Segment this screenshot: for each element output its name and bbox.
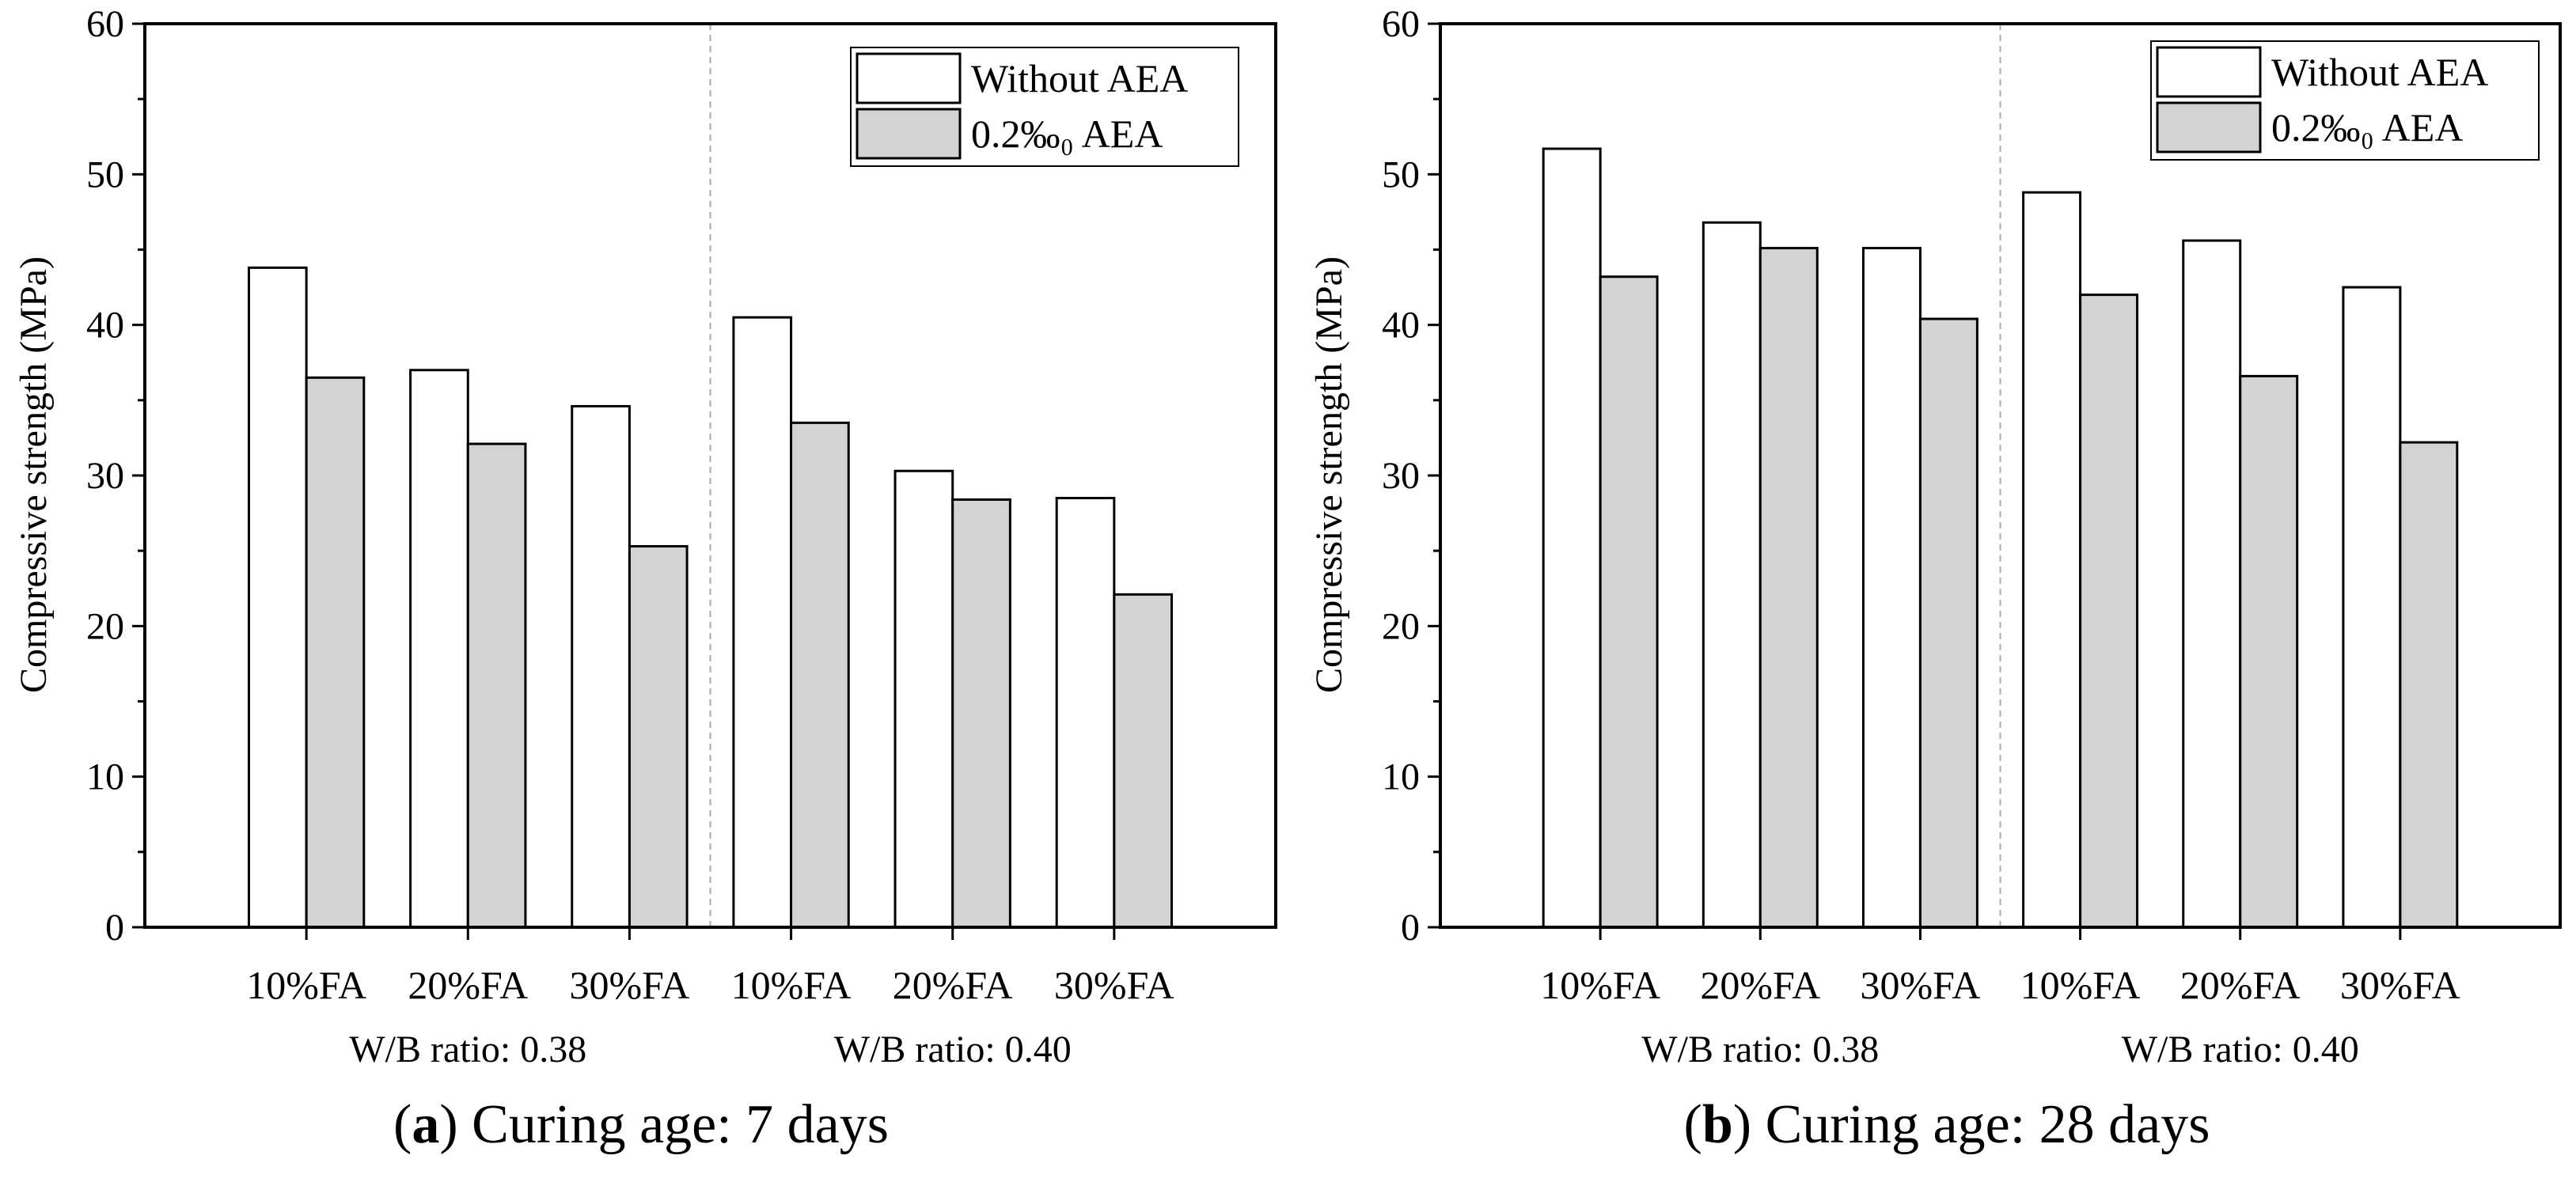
x-tick-label: 20%FA bbox=[893, 963, 1013, 1007]
y-axis-label: Compressive strength (MPa) bbox=[13, 256, 55, 693]
bar-with-aea-3 bbox=[628, 544, 689, 929]
x-tick-label: 30%FA bbox=[1860, 963, 1980, 1007]
chart-panel-b: Compressive strength (MPa) (b) Curing ag… bbox=[1308, 3, 2562, 1155]
panel-caption: (a) Curing age: 7 days bbox=[393, 1094, 889, 1155]
y-tick-label: 50 bbox=[86, 153, 124, 195]
caption-rest: ) Curing age: 28 days bbox=[1733, 1094, 2210, 1155]
plot-frame bbox=[143, 22, 1277, 929]
group-label: W/B ratio: 0.38 bbox=[349, 1029, 586, 1070]
bar-without-aea-4 bbox=[732, 316, 793, 929]
bar-with-aea-4 bbox=[790, 421, 850, 929]
y-tick-label: 40 bbox=[1382, 305, 1420, 347]
y-tick-label: 50 bbox=[1382, 153, 1420, 195]
bar-with-aea-6 bbox=[1113, 593, 1174, 929]
x-tick-label: 10%FA bbox=[1540, 963, 1660, 1007]
y-axis-label: Compressive strength (MPa) bbox=[1308, 256, 1350, 693]
x-tick-label: 30%FA bbox=[569, 963, 689, 1007]
bar-without-aea-6 bbox=[2342, 286, 2402, 929]
bar-with-aea-2 bbox=[1758, 247, 1819, 929]
x-tick-label: 10%FA bbox=[2020, 963, 2141, 1007]
bar-with-aea-6 bbox=[2399, 441, 2459, 929]
y-tick-label: 0 bbox=[105, 907, 124, 949]
bar-with-aea-5 bbox=[951, 498, 1011, 929]
bar-without-aea-5 bbox=[2182, 239, 2242, 929]
y-tick-label: 30 bbox=[86, 455, 124, 497]
bar-with-aea-5 bbox=[2239, 374, 2299, 929]
legend-swatch-with-aea bbox=[2156, 101, 2262, 153]
legend-swatch-without-aea bbox=[856, 52, 962, 104]
y-tick-label: 0 bbox=[1401, 907, 1420, 949]
bar-without-aea-1 bbox=[247, 266, 308, 929]
bar-with-aea-1 bbox=[1599, 275, 1659, 929]
x-tick-label: 20%FA bbox=[1700, 963, 1820, 1007]
y-tick-label: 10 bbox=[1382, 756, 1420, 798]
y-tick-label: 20 bbox=[1382, 605, 1420, 647]
legend-label-without-aea: Without AEA bbox=[971, 56, 1188, 100]
caption-rest: ) Curing age: 7 days bbox=[439, 1094, 889, 1155]
legend-swatch-with-aea bbox=[856, 108, 962, 160]
bar-without-aea-3 bbox=[1861, 247, 1922, 929]
panel-caption: (b) Curing age: 28 days bbox=[1684, 1094, 2210, 1155]
bar-with-aea-2 bbox=[466, 442, 527, 929]
plot-frame bbox=[1439, 22, 2562, 929]
y-tick-label: 40 bbox=[86, 305, 124, 347]
bar-without-aea-6 bbox=[1055, 497, 1116, 929]
group-label: W/B ratio: 0.40 bbox=[834, 1029, 1072, 1070]
y-tick-label: 60 bbox=[86, 3, 124, 45]
x-tick-label: 20%FA bbox=[2180, 963, 2301, 1007]
chart-panel-a: Compressive strength (MPa) (a) Curing ag… bbox=[13, 3, 1277, 1155]
bar-with-aea-1 bbox=[305, 376, 366, 929]
y-tick-label: 30 bbox=[1382, 455, 1420, 497]
group-label: W/B ratio: 0.40 bbox=[2122, 1029, 2359, 1070]
bar-without-aea-2 bbox=[1702, 221, 1762, 929]
bar-without-aea-4 bbox=[2022, 191, 2082, 929]
bar-with-aea-3 bbox=[1918, 317, 1978, 929]
x-tick-label: 10%FA bbox=[246, 963, 366, 1007]
bar-without-aea-5 bbox=[893, 469, 954, 929]
caption-open-paren: ( bbox=[393, 1094, 412, 1155]
group-label: W/B ratio: 0.38 bbox=[1641, 1029, 1879, 1070]
bar-without-aea-3 bbox=[571, 404, 631, 929]
y-tick-label: 20 bbox=[86, 605, 124, 647]
caption-letter: b bbox=[1702, 1094, 1733, 1155]
bar-without-aea-2 bbox=[409, 369, 469, 929]
legend: Without AEA 0.2‰₀ AEA bbox=[2150, 40, 2540, 161]
bar-without-aea-1 bbox=[1542, 147, 1602, 929]
legend-label-with-aea: 0.2‰₀ AEA bbox=[971, 112, 1163, 156]
x-tick-label: 10%FA bbox=[731, 963, 852, 1007]
y-tick-label: 60 bbox=[1382, 3, 1420, 45]
bar-with-aea-4 bbox=[2079, 294, 2139, 929]
legend-label-without-aea: Without AEA bbox=[2271, 50, 2488, 94]
legend-label-with-aea: 0.2‰₀ AEA bbox=[2271, 105, 2463, 150]
x-tick-label: 30%FA bbox=[1054, 963, 1174, 1007]
x-tick-label: 20%FA bbox=[408, 963, 528, 1007]
legend-swatch-without-aea bbox=[2156, 46, 2262, 98]
caption-open-paren: ( bbox=[1684, 1094, 1702, 1155]
legend: Without AEA 0.2‰₀ AEA bbox=[850, 47, 1239, 167]
caption-letter: a bbox=[412, 1094, 439, 1155]
x-tick-label: 30%FA bbox=[2340, 963, 2460, 1007]
y-tick-label: 10 bbox=[86, 756, 124, 798]
